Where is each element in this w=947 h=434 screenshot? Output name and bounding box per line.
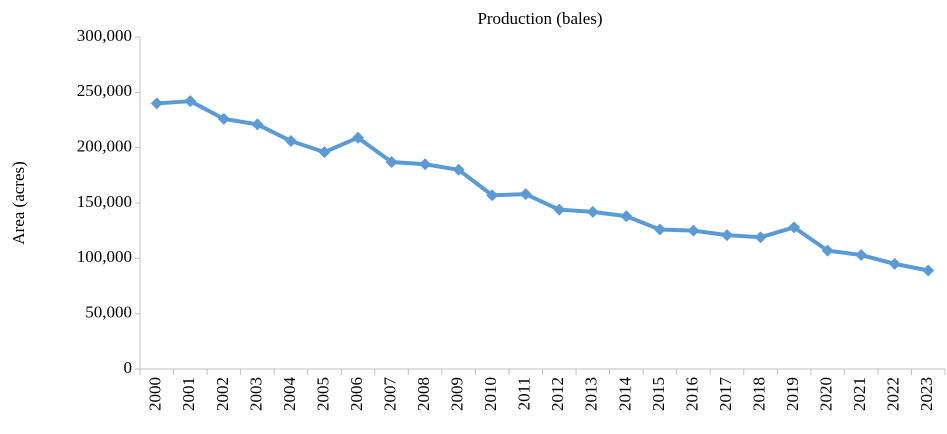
x-tick-label: 2014 [615,377,634,412]
marker [687,224,700,237]
marker [586,205,599,218]
y-tick-label: 150,000 [77,192,132,211]
x-tick-label: 2015 [649,377,668,411]
x-tick-label: 2006 [347,377,366,411]
marker [184,95,197,108]
x-tick-label: 2010 [481,377,500,411]
marker [251,118,264,131]
chart-title: Production (bales) [477,9,602,28]
x-tick-label: 2018 [749,377,768,411]
marker [653,223,666,236]
marker [452,163,465,176]
x-tick-label: 2011 [515,377,534,410]
y-tick-label: 100,000 [77,247,132,266]
y-tick-label: 200,000 [77,137,132,156]
marker [720,229,733,242]
marker [821,244,834,257]
marker [419,158,432,171]
marker [150,97,163,110]
marker [754,231,767,244]
x-tick-label: 2008 [414,377,433,411]
x-tick-label: 2020 [817,377,836,411]
x-tick-label: 2016 [682,377,701,411]
x-tick-label: 2022 [884,377,903,411]
marker [352,131,365,144]
y-axis-label: Area (acres) [9,161,28,245]
x-tick-label: 2002 [213,377,232,411]
x-tick-label: 2019 [783,377,802,411]
series-line [156,99,929,273]
x-tick-label: 2003 [246,377,265,411]
x-tick-label: 2023 [917,377,936,411]
marker [855,249,868,262]
x-tick-label: 2001 [179,377,198,411]
marker [217,112,230,125]
x-tick-label: 2005 [313,377,332,411]
marker [888,257,901,270]
marker [788,221,801,234]
marker [620,210,633,223]
y-tick-label: 0 [124,358,133,377]
y-tick-label: 50,000 [85,303,132,322]
x-tick-label: 2004 [280,377,299,412]
x-tick-label: 2012 [548,377,567,411]
x-tick-label: 2021 [850,377,869,411]
marker [553,203,566,216]
x-tick-label: 2000 [146,377,165,411]
marker [284,135,297,148]
marker [318,146,331,159]
marker [519,188,532,201]
y-tick-label: 300,000 [77,26,132,45]
x-tick-label: 2013 [582,377,601,411]
x-tick-label: 2009 [448,377,467,411]
x-tick-label: 2017 [716,377,735,412]
marker [486,189,499,202]
marker [922,264,935,277]
y-tick-label: 250,000 [77,81,132,100]
x-tick-label: 2007 [380,377,399,412]
marker [385,156,398,169]
